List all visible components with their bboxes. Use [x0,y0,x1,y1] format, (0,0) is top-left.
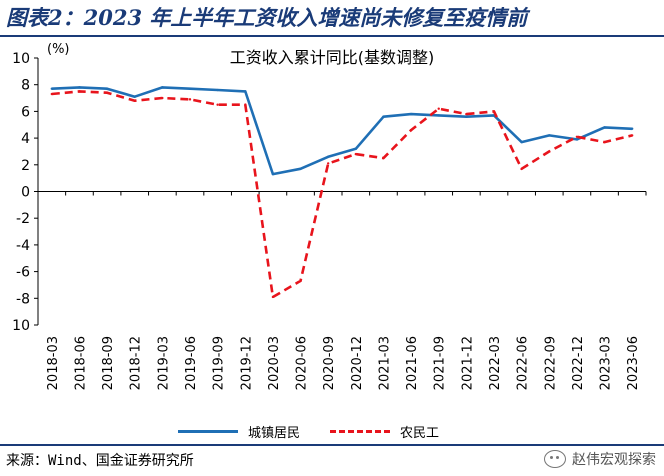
data-point-urban [299,167,302,171]
x-tick-label: 2019-06 [184,336,199,390]
x-tick-label: 2022-03 [488,336,503,390]
data-point-urban [50,87,54,90]
x-tick-label: 2018-09 [101,336,116,390]
data-point-urban [78,86,81,89]
data-point-migrant [409,128,413,132]
y-tick-label: 10 [12,318,30,334]
title-divider [0,35,664,37]
data-point-urban [465,115,468,118]
y-tick-label: -6 [16,265,30,281]
data-point-urban [603,126,606,129]
data-point-migrant [575,135,579,138]
data-point-urban [133,95,136,98]
data-point-migrant [216,103,219,106]
x-tick-label: 2018-06 [73,336,88,390]
series-line-urban [51,86,633,176]
legend-label-migrant: 农民工 [400,426,440,441]
data-point-migrant [382,156,385,160]
y-tick-label: -4 [16,238,30,254]
y-tick-label: 2 [21,158,30,174]
y-tick-label: 4 [21,131,30,147]
x-tick-label: 2020-06 [295,336,310,390]
bottom-divider [0,444,664,446]
data-point-urban [244,90,247,93]
data-point-migrant [548,150,551,153]
data-point-migrant [50,92,54,96]
figure-title: 图表2：2023 年上半年工资收入增速尚未修复至疫情前 [6,5,528,30]
data-point-urban [271,172,275,176]
y-tick-label: 10 [12,51,30,67]
x-tick-label: 2020-09 [322,336,337,390]
x-tick-label: 2020-12 [350,336,365,390]
x-tick-label: 2021-06 [405,336,420,390]
wechat-icon [544,450,566,468]
x-tick-label: 2020-03 [267,336,282,390]
x-tick-label: 2022-12 [571,336,586,390]
chart-title: 工资收入累计同比(基数调整) [229,48,435,67]
legend-label-urban: 城镇居民 [248,426,301,441]
x-tick-label: 2023-06 [626,336,641,390]
y-tick-label: -8 [16,291,30,307]
data-point-urban [326,155,330,158]
x-tick-label: 2021-12 [460,336,475,390]
data-point-urban [437,114,440,117]
data-point-urban [216,88,219,92]
data-point-migrant [188,98,192,101]
data-point-urban [520,140,523,144]
data-point-urban [382,115,385,118]
data-point-migrant [520,167,523,171]
data-point-migrant [630,134,634,137]
legend-item-migrant: 农民工 [330,422,439,441]
legend-swatch-urban [178,430,238,433]
y-tick-label: 6 [21,104,30,120]
data-point-urban [548,134,551,137]
watermark: 赵伟宏观探索 [544,449,656,469]
data-point-migrant [78,90,81,93]
source-note: 来源：Wind、国金证券研究所 [6,453,194,469]
data-point-urban [575,138,579,141]
watermark-text: 赵伟宏观探索 [572,452,656,468]
data-point-urban [161,86,164,89]
data-point-migrant [105,91,109,94]
data-point-urban [354,147,358,150]
x-tick-label: 2019-09 [212,336,227,390]
x-tick-label: 2022-06 [516,336,531,390]
x-tick-label: 2023-03 [599,336,614,390]
data-point-migrant [354,152,358,156]
y-tick-label: 0 [21,185,30,201]
x-tick-label: 2021-03 [377,336,392,390]
data-point-migrant [492,110,496,113]
data-point-migrant [437,107,440,110]
data-point-migrant [603,140,606,144]
data-point-migrant [133,99,136,102]
x-tick-label: 2019-12 [239,336,254,390]
data-point-migrant [299,279,302,283]
x-tick-label: 2021-09 [433,336,448,390]
data-point-migrant [326,162,330,165]
data-point-urban [105,87,109,90]
y-tick-label: 8 [21,78,30,94]
x-tick-label: 2022-09 [543,336,558,390]
data-point-migrant [271,295,275,299]
data-point-migrant [465,112,468,116]
x-tick-label: 2019-03 [156,336,171,390]
series-line-migrant [51,90,633,299]
legend-swatch-migrant [330,430,390,433]
x-tick-label: 2018-03 [46,336,61,390]
data-point-migrant [244,103,247,106]
data-point-urban [409,112,413,116]
legend-item-urban: 城镇居民 [178,422,300,441]
y-tick-label: -2 [16,211,30,227]
data-point-urban [630,127,634,130]
y-axis-unit-label: (%) [47,42,70,57]
x-tick-label: 2018-12 [129,336,144,390]
data-point-urban [188,87,192,90]
data-point-migrant [161,96,164,100]
